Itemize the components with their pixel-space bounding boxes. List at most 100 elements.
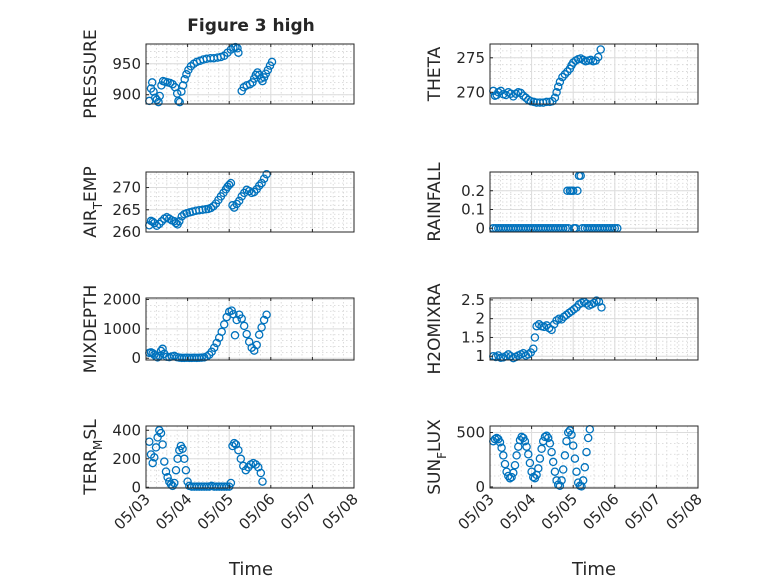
pressure-data-point bbox=[177, 87, 186, 96]
pressure-data-point bbox=[154, 97, 163, 107]
h2omixra-y-tick-label: 2.5 bbox=[461, 291, 485, 309]
mixdepth-data-point bbox=[230, 331, 240, 340]
theta-data-point bbox=[593, 52, 603, 62]
terr_msl-y-tick-label: 400 bbox=[112, 421, 141, 439]
rainfall-y-tick-label: 0.1 bbox=[461, 201, 485, 219]
theta-y-label-main: THETA bbox=[425, 46, 445, 102]
air_temp-data-point bbox=[244, 186, 254, 196]
mixdepth-data-point bbox=[212, 338, 221, 348]
theta-data-point bbox=[552, 88, 561, 97]
x-axis-label-right: Time bbox=[571, 559, 616, 580]
terr_msl-y-label-tail: SL bbox=[81, 419, 101, 440]
sun_flux-data-point bbox=[535, 454, 545, 463]
sun_flux-data-point bbox=[534, 464, 543, 473]
h2omixra-axes-box bbox=[489, 297, 699, 361]
air_temp-data-point bbox=[262, 169, 271, 179]
chart-title: Figure 3 high bbox=[187, 16, 315, 36]
terr_msl-data-point bbox=[236, 454, 246, 464]
mixdepth-data-point bbox=[239, 321, 249, 331]
sun_flux-y-label-main: SUN bbox=[425, 459, 445, 495]
sun_flux-axes-box bbox=[489, 425, 699, 489]
theta-data-point bbox=[542, 97, 551, 107]
mixdepth-y-tick-label: 1000 bbox=[103, 320, 141, 338]
terr_msl-data-point bbox=[163, 473, 172, 482]
pressure-data-point bbox=[182, 70, 191, 79]
theta-y-axis-label: THETA bbox=[425, 46, 445, 102]
sun_flux-data-point bbox=[497, 443, 506, 453]
mixdepth-y-tick-label: 2000 bbox=[103, 290, 141, 308]
air_temp-data-point bbox=[175, 217, 184, 226]
h2omixra-data-point bbox=[552, 316, 561, 325]
air_temp-y-axis-label: AIRTEMP bbox=[81, 166, 105, 237]
sun_flux-data-point bbox=[555, 481, 565, 491]
sun_flux-data-point bbox=[512, 451, 521, 460]
air_temp-data-point bbox=[150, 218, 159, 228]
sun_flux-data-point bbox=[543, 433, 553, 443]
theta-y-tick-label: 275 bbox=[456, 49, 485, 67]
mixdepth-data-point bbox=[237, 314, 246, 323]
mixdepth-data-point bbox=[242, 329, 251, 339]
terr_msl-data-point bbox=[258, 477, 267, 486]
pressure-data-point bbox=[234, 48, 243, 57]
sun_flux-data-point bbox=[547, 447, 556, 457]
sun_flux-data-point bbox=[582, 447, 591, 457]
air_temp-data-point bbox=[226, 178, 236, 188]
air_temp-data-point bbox=[259, 174, 269, 183]
sun_flux-data-point bbox=[560, 451, 570, 460]
terr_msl-data-point bbox=[161, 467, 171, 476]
h2omixra-data-point bbox=[569, 305, 579, 314]
air_temp-y-label-main: AIR bbox=[81, 209, 101, 238]
h2omixra-data-point bbox=[589, 298, 599, 308]
mixdepth-data-point bbox=[254, 330, 264, 339]
mixdepth-data-point bbox=[153, 353, 162, 362]
terr_msl-y-axis-label: TERRMSL bbox=[81, 419, 105, 496]
air_temp-data-point bbox=[206, 203, 216, 213]
pressure-data-point bbox=[155, 91, 164, 101]
pressure-data-point bbox=[175, 97, 184, 107]
theta-y-tick-label: 270 bbox=[456, 83, 485, 101]
terr_msl-data-point bbox=[171, 465, 181, 475]
terr_msl-y-label-main: TERR bbox=[81, 450, 101, 496]
sun_flux-y-label-tail: LUX bbox=[425, 419, 445, 452]
air_temp-data-point bbox=[198, 205, 207, 215]
theta-data-point bbox=[563, 67, 572, 76]
h2omixra-data-point bbox=[529, 344, 538, 353]
theta-axes-box bbox=[489, 43, 699, 105]
terr_msl-data-point bbox=[160, 457, 169, 466]
mixdepth-data-point bbox=[158, 344, 167, 354]
theta-data-point bbox=[509, 92, 518, 101]
terr_msl-data-point bbox=[170, 478, 179, 488]
sun_flux-data-point bbox=[558, 465, 568, 474]
terr_msl-data-point bbox=[180, 454, 189, 464]
terr_msl-y-label-sub: M bbox=[91, 440, 105, 450]
pressure-y-label-main: PRESSURE bbox=[81, 29, 101, 118]
sun_flux-data-point bbox=[550, 467, 560, 476]
air_temp-panel: 260 265 270 AIRTEMP bbox=[81, 166, 355, 241]
mixdepth-data-point bbox=[252, 340, 261, 350]
theta-data-point bbox=[550, 93, 560, 103]
sun_flux-data-point bbox=[522, 442, 531, 451]
theta-data-point bbox=[558, 72, 567, 82]
mixdepth-y-axis-label: MIXDEPTH bbox=[81, 285, 101, 374]
sun_flux-data-point bbox=[565, 426, 575, 435]
sun_flux-data-point bbox=[500, 459, 510, 469]
sun_flux-data-point bbox=[562, 436, 571, 446]
mixdepth-data-point bbox=[262, 310, 271, 319]
sun_flux-data-point bbox=[578, 476, 588, 485]
air_temp-y-label-sub: T bbox=[91, 201, 105, 210]
rainfall-data-point bbox=[563, 186, 572, 196]
mixdepth-data-point bbox=[259, 315, 269, 325]
pressure-y-axis-label: PRESSURE bbox=[81, 29, 101, 118]
terr_msl-data-point bbox=[181, 465, 191, 475]
sun_flux-data-point bbox=[557, 476, 566, 485]
pressure-data-point bbox=[233, 44, 242, 53]
h2omixra-y-tick-label: 1.5 bbox=[461, 328, 485, 346]
h2omixra-data-point bbox=[524, 350, 533, 359]
terr_msl-data-point bbox=[158, 440, 167, 449]
theta-data-point bbox=[516, 88, 526, 98]
sun_flux-y-axis-label: SUNFLUX bbox=[425, 419, 449, 495]
terr_msl-data-point bbox=[156, 428, 166, 438]
